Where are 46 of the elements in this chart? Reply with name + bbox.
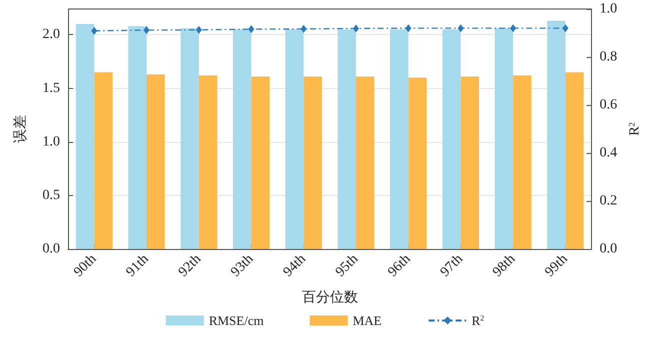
bar [460,76,480,249]
x-tick-label: 95th [333,252,362,280]
bar [565,72,584,249]
y2-axis-title: R2 [628,122,642,136]
y2-tick-label: 1.0 [600,2,618,16]
legend-label: MAE [352,313,382,328]
bar [408,78,427,249]
bar [304,76,322,249]
x-tick-label: 91th [124,252,152,280]
x-tick-label: 98th [490,252,518,280]
x-tick-label: 92th [176,252,204,280]
bar [94,72,113,249]
y2-tick-label: 0.6 [600,98,618,112]
bar [180,28,199,249]
y2-tick-label: 0.2 [600,194,618,208]
bar [494,28,514,249]
legend-label: RMSE/cm [208,313,264,328]
bar [232,29,252,249]
x-tick-label: 90th [71,252,100,280]
x-tick-label: 97th [438,252,466,280]
bar [198,75,218,249]
bar [356,76,374,249]
y2-tick-label: 0.4 [600,146,618,160]
x-tick-label: 99th [542,252,571,280]
bar [547,20,566,249]
bar [128,26,147,249]
bar [285,29,304,249]
y-tick-label: 0.0 [42,242,60,256]
x-axis-title: 百分位数 [302,290,358,306]
y-tick-label: 2.0 [42,27,60,42]
bar [513,75,532,249]
y-tick-label: 1.0 [42,134,60,150]
y-tick-label: 0.5 [42,188,60,203]
bar [146,74,165,249]
bar [76,24,94,249]
y2-tick-label: 0.8 [600,50,618,64]
x-tick-label: 94th [280,252,309,280]
y2-tick-label: 0.0 [600,242,618,256]
bar [251,76,270,249]
x-tick-label: 96th [385,252,414,280]
y-axis-title: 误差 [12,115,28,143]
bar [442,29,461,249]
y-tick-label: 1.5 [42,80,60,96]
bar [390,29,408,249]
bar [338,29,356,249]
x-tick-label: 93th [228,252,257,280]
